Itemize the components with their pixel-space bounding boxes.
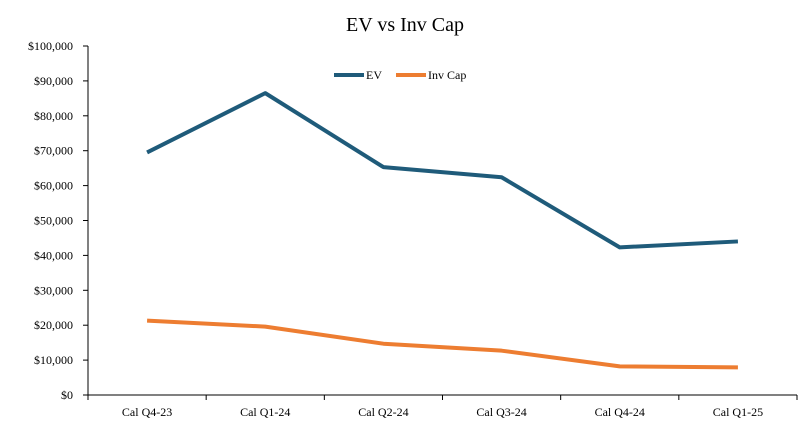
- y-tick-label: $80,000: [34, 109, 73, 123]
- x-tick-label: Cal Q1-24: [240, 405, 290, 419]
- series-line-inv-cap: [146, 318, 738, 370]
- y-tick-label: $100,000: [28, 39, 73, 53]
- y-tick-label: $60,000: [34, 179, 73, 193]
- y-axis: $0 $10,000 $20,000 $30,000 $40,000 $50,000 $60…: [28, 39, 89, 402]
- y-tick-label: $50,000: [34, 214, 73, 228]
- legend: EV Inv Cap: [334, 68, 466, 82]
- x-tick-label: Cal Q3-24: [476, 405, 526, 419]
- series-layer: [146, 91, 739, 370]
- legend-label-ev: EV: [366, 68, 382, 82]
- x-tick-label: Cal Q2-24: [358, 405, 408, 419]
- y-tick-label: $0: [61, 388, 73, 402]
- chart-title: EV vs Inv Cap: [346, 14, 464, 36]
- y-tick-label: $10,000: [34, 353, 73, 367]
- x-tick-label: Cal Q1-25: [713, 405, 763, 419]
- y-tick-label: $90,000: [34, 74, 73, 88]
- legend-label-inv-cap: Inv Cap: [428, 68, 466, 82]
- x-tick-label: Cal Q4-24: [595, 405, 645, 419]
- x-tick-label: Cal Q4-23: [122, 405, 172, 419]
- x-axis: Cal Q4-23 Cal Q1-24 Cal Q2-24 Cal Q3-24 Cal …: [87, 394, 798, 419]
- y-tick-label: $20,000: [34, 318, 73, 332]
- y-tick-label: $70,000: [34, 144, 73, 158]
- series-line-ev: [146, 91, 739, 250]
- y-tick-label: $30,000: [34, 283, 73, 297]
- y-tick-label: $40,000: [34, 248, 73, 262]
